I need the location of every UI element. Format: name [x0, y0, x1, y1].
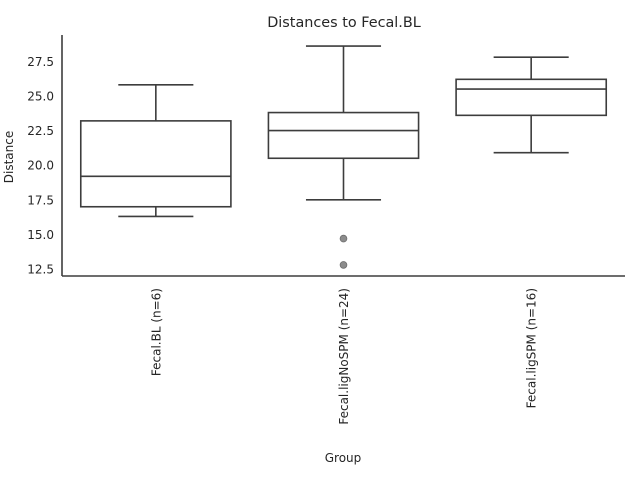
outlier-point [339, 234, 348, 243]
y-tick-label: 20.0 [27, 159, 54, 173]
y-tick-label: 25.0 [27, 89, 54, 103]
y-tick-label: 22.5 [27, 124, 54, 138]
box-iqr [267, 111, 420, 160]
chart-title: Distances to Fecal.BL [267, 15, 421, 31]
x-tick-label: Fecal.ligNoSPM (n=24) [337, 288, 351, 425]
outlier-point [339, 261, 348, 269]
box-iqr [455, 78, 608, 117]
y-tick-label: 27.5 [27, 55, 54, 69]
y-tick-label: 12.5 [27, 263, 54, 277]
y-tick-label: 15.0 [27, 228, 54, 242]
y-tick-label: 17.5 [27, 193, 54, 207]
plot-area: 12.5 15.0 17.5 20.0 22.5 25.0 27.5 Fecal.BL (n=… [27, 35, 625, 425]
box-iqr [79, 120, 232, 208]
y-axis-label: Distance [2, 131, 16, 183]
x-tick-label: Fecal.ligSPM (n=16) [525, 288, 539, 408]
x-axis-label: Group [325, 451, 362, 465]
x-tick-label: Fecal.BL (n=6) [149, 288, 163, 376]
